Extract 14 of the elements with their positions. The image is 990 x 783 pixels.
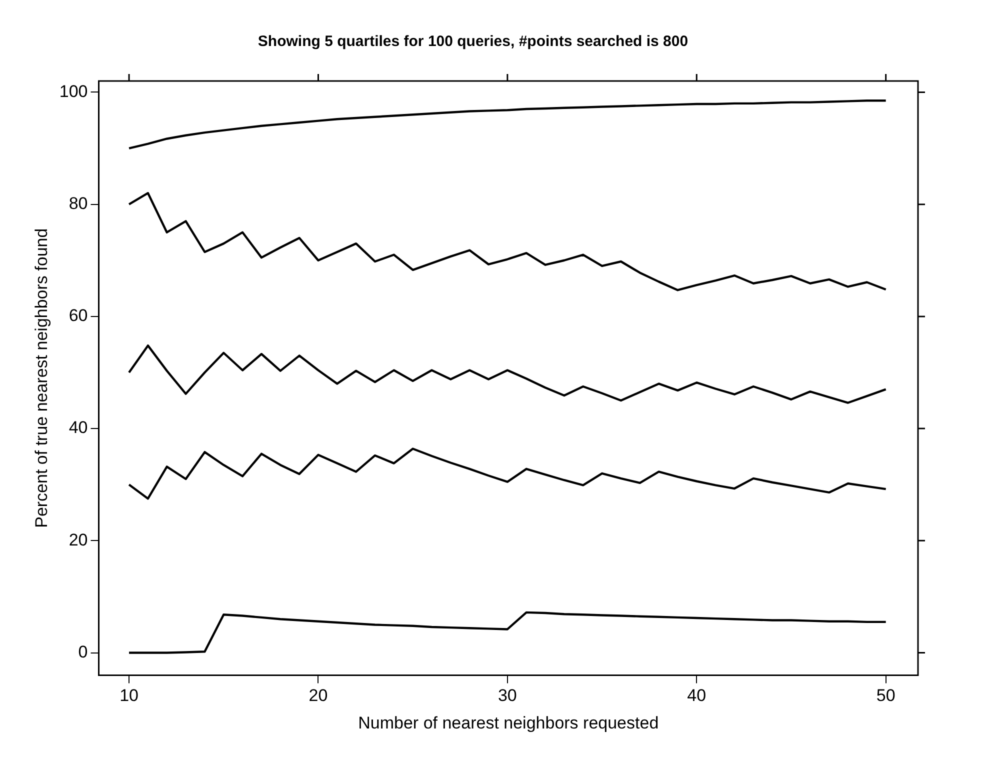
x-axis-title: Number of nearest neighbors requested	[358, 713, 659, 732]
x-tick-label: 30	[498, 686, 517, 706]
x-tick-label: 50	[876, 686, 896, 706]
x-tick-label: 20	[308, 686, 328, 706]
y-tick-label: 100	[59, 82, 88, 101]
y-axis-title: Percent of true nearest neighbors found	[32, 228, 51, 528]
chart-title: Showing 5 quartiles for 100 queries, #points searched is 800	[258, 33, 688, 50]
y-tick-label: 20	[68, 530, 88, 550]
y-tick-label: 80	[68, 194, 88, 214]
x-tick-label: 10	[120, 686, 138, 706]
y-tick-label: 60	[68, 306, 88, 326]
y-tick-label: 0	[78, 642, 88, 662]
y-tick-label: 40	[68, 418, 88, 438]
x-tick-label: 40	[687, 686, 706, 706]
